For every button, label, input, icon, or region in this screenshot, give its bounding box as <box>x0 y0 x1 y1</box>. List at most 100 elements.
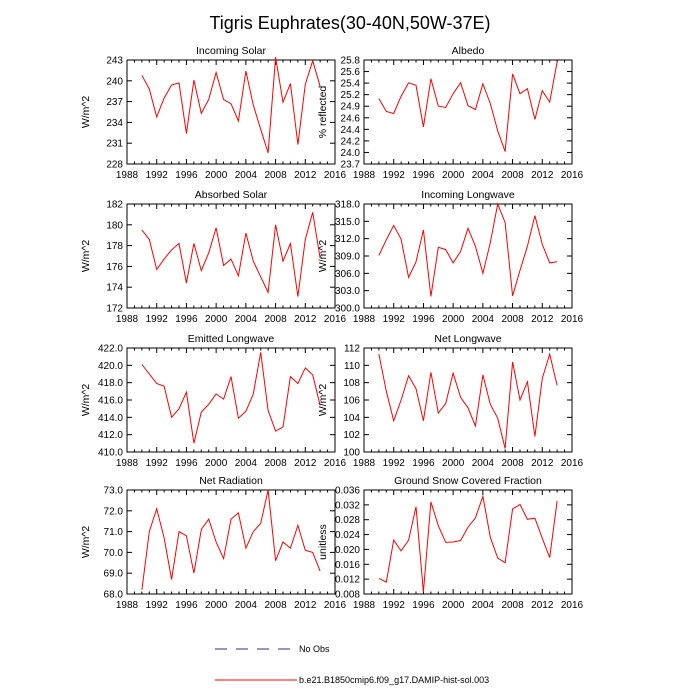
series-line-model <box>141 57 321 154</box>
y-tick-label: 306.0 <box>335 269 360 280</box>
panel-title: Emitted Longwave <box>188 333 275 345</box>
x-tick-label: 2008 <box>264 314 287 325</box>
x-tick-label: 2016 <box>324 170 347 181</box>
x-tick-label: 1996 <box>175 170 198 181</box>
x-tick-label: 1988 <box>353 458 376 469</box>
x-tick-label: 2000 <box>205 314 228 325</box>
y-tick-label: 25.8 <box>341 56 361 67</box>
x-tick-label: 1988 <box>353 600 376 611</box>
y-tick-label: 100 <box>343 448 360 459</box>
y-tick-label: 412.0 <box>98 430 123 441</box>
x-tick-label: 2004 <box>235 600 258 611</box>
x-tick-label: 1992 <box>146 170 169 181</box>
x-tick-label: 2016 <box>324 600 347 611</box>
y-tick-label: 72.0 <box>104 506 124 517</box>
y-tick-label: 0.028 <box>335 515 360 526</box>
y-tick-label: 25.6 <box>341 67 361 78</box>
x-tick-label: 2004 <box>235 314 258 325</box>
y-tick-label: 0.008 <box>335 590 360 601</box>
y-tick-label: 231 <box>106 139 123 150</box>
x-tick-label: 2012 <box>294 458 317 469</box>
y-tick-label: 106 <box>343 396 360 407</box>
series-line-model <box>141 212 321 297</box>
series-line-model <box>378 352 558 449</box>
y-tick-label: 110 <box>344 361 360 372</box>
y-tick-label: 24.4 <box>341 125 361 136</box>
x-tick-label: 1988 <box>116 314 139 325</box>
x-tick-label: 2016 <box>561 600 584 611</box>
y-tick-label: 24.9 <box>341 102 361 113</box>
x-tick-label: 2016 <box>561 314 584 325</box>
y-tick-label: 71.0 <box>104 527 124 538</box>
panel-title: Ground Snow Covered Fraction <box>394 475 542 487</box>
x-tick-label: 2000 <box>442 170 465 181</box>
x-tick-label: 1996 <box>175 458 198 469</box>
y-axis-label: W/m^2 <box>80 96 92 129</box>
panel-title: Albedo <box>452 45 485 57</box>
y-axis-label: W/m^2 <box>80 384 92 417</box>
series-line-model <box>141 489 321 590</box>
y-tick-label: 25.2 <box>341 90 361 101</box>
panel-grid: Incoming Solar 1988 1992 1996 2000 2004 2008 20… <box>80 45 584 611</box>
x-tick-label: 2000 <box>205 458 228 469</box>
y-tick-label: 422.0 <box>98 344 123 355</box>
y-tick-label: 102 <box>343 430 360 441</box>
y-tick-label: 303.0 <box>335 286 360 297</box>
panel-net-longwave: Net Longwave 1988 1992 1996 2000 2004 2008 2012… <box>317 333 584 469</box>
y-tick-label: 108 <box>343 378 360 389</box>
series-line-model <box>378 494 558 593</box>
y-tick-label: 180 <box>106 220 123 231</box>
plot-frame <box>126 203 336 309</box>
x-tick-label: 2012 <box>294 600 317 611</box>
x-tick-label: 1992 <box>383 170 406 181</box>
y-tick-label: 420.0 <box>98 361 123 372</box>
x-tick-label: 1988 <box>353 314 376 325</box>
y-tick-label: 73.0 <box>104 486 124 497</box>
x-tick-label: 2012 <box>531 600 554 611</box>
x-tick-label: 1988 <box>116 600 139 611</box>
x-tick-label: 1992 <box>383 458 406 469</box>
x-tick-label: 2000 <box>442 600 465 611</box>
panel-emitted-longwave: Emitted Longwave 1988 1992 1996 2000 2004 2008… <box>80 333 347 469</box>
x-tick-label: 1988 <box>116 170 139 181</box>
y-tick-label: 25.4 <box>341 79 361 90</box>
panel-title: Incoming Solar <box>196 45 267 57</box>
y-tick-label: 104 <box>343 413 360 424</box>
x-tick-label: 1988 <box>353 170 376 181</box>
x-tick-label: 1996 <box>412 600 435 611</box>
x-tick-label: 1996 <box>412 170 435 181</box>
y-tick-label: 300.0 <box>335 304 360 315</box>
x-tick-label: 1992 <box>146 458 169 469</box>
y-tick-label: 178 <box>106 241 123 252</box>
x-tick-label: 2012 <box>531 314 554 325</box>
y-tick-label: 418.0 <box>98 378 123 389</box>
panel-incoming-longwave: Incoming Longwave 1988 1992 1996 2000 2004 200… <box>317 189 584 325</box>
x-tick-label: 2008 <box>501 600 524 611</box>
x-tick-label: 2016 <box>561 170 584 181</box>
y-tick-label: 318.0 <box>335 200 360 211</box>
y-axis-label: % reflected <box>317 86 329 139</box>
y-tick-label: 24.0 <box>341 148 361 159</box>
x-tick-label: 2004 <box>472 600 495 611</box>
x-tick-label: 1996 <box>412 314 435 325</box>
x-tick-label: 1992 <box>146 314 169 325</box>
plot-frame <box>126 489 336 595</box>
x-tick-label: 2012 <box>294 314 317 325</box>
y-tick-label: 70.0 <box>104 548 124 559</box>
x-tick-label: 2004 <box>472 458 495 469</box>
legend-label-no-obs: No Obs <box>299 644 330 654</box>
y-tick-label: 176 <box>106 262 123 273</box>
y-tick-label: 0.036 <box>335 486 360 497</box>
panel-title: Net Radiation <box>199 475 263 487</box>
legend-label-model: b.e21.B1850cmip6.f09_g17.DAMIP-hist-sol.… <box>299 675 489 685</box>
x-tick-label: 2004 <box>235 458 258 469</box>
x-tick-label: 2000 <box>205 600 228 611</box>
x-tick-label: 2000 <box>442 314 465 325</box>
y-axis-label: W/m^2 <box>80 526 92 559</box>
panel-title: Incoming Longwave <box>421 189 515 201</box>
y-tick-label: 416.0 <box>98 396 123 407</box>
y-tick-label: 0.024 <box>335 530 360 541</box>
x-tick-label: 2000 <box>442 458 465 469</box>
